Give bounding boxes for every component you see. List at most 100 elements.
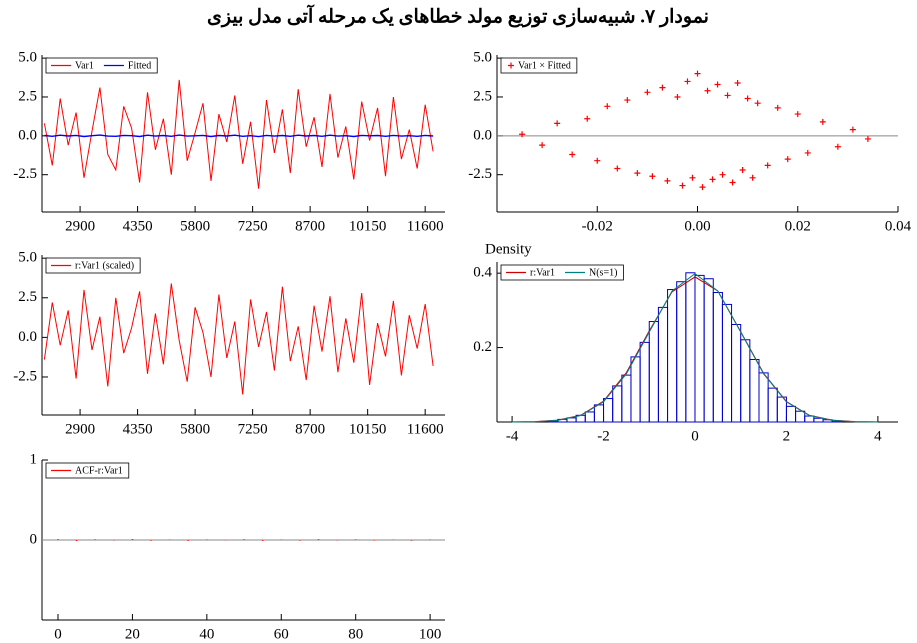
scatter-point (594, 157, 601, 164)
legend-label: Var1 (75, 60, 94, 71)
scatter-point (644, 89, 651, 96)
scatter-point (714, 81, 721, 88)
scatter-point (774, 104, 781, 111)
series-line (43, 79, 434, 189)
scatter-point (729, 179, 736, 186)
scatter-point (569, 151, 576, 158)
scatter-point (784, 156, 791, 163)
histogram-bar (667, 289, 678, 423)
histogram-bar (612, 385, 623, 423)
y-tick-label: 0.0 (473, 127, 492, 143)
x-tick-label: 60 (274, 626, 289, 642)
histogram-bar (795, 410, 806, 423)
x-tick-label: -0.02 (582, 218, 613, 234)
y-tick-label: 0 (30, 531, 38, 547)
x-tick-label: 5800 (180, 421, 210, 437)
legend: r:Var1 N(s=1) (500, 264, 624, 281)
page-title: نمودار ۷. شبیه‌سازی توزیع مولد خطاهای یک… (207, 3, 709, 27)
histogram-bar (685, 272, 696, 423)
x-tick-label: 5800 (180, 218, 210, 234)
histogram-bar (712, 292, 723, 423)
scatter-point (679, 182, 686, 189)
scatter-point (539, 142, 546, 149)
legend-label: Fitted (128, 60, 151, 71)
scatter-point (519, 131, 526, 138)
legend-label: r:Var1 (scaled) (75, 260, 134, 271)
scatter-point (699, 184, 706, 191)
y-axis-label: Density (485, 241, 532, 257)
y-tick-label: 5.0 (18, 250, 37, 266)
legend-box (45, 257, 141, 274)
x-tick-label: 0.02 (785, 218, 811, 234)
scatter-point (659, 84, 666, 91)
y-tick-label: -2.5 (13, 368, 37, 384)
legend: Var1 Fitted (45, 57, 158, 74)
y-tick-label: 0.0 (18, 329, 37, 345)
histogram-bar (657, 306, 669, 423)
legend: r:Var1 (scaled) (45, 257, 141, 274)
histogram-bar (621, 374, 632, 423)
y-tick-label: 1 (30, 451, 38, 467)
legend-box (45, 462, 130, 479)
histogram-bar (785, 405, 797, 423)
legend-marker (508, 62, 514, 69)
series-line (512, 272, 878, 423)
scatter-point (604, 103, 611, 110)
x-tick-label: 11600 (407, 421, 444, 437)
scatter-point (614, 165, 621, 172)
y-tick-label: 5.0 (18, 50, 37, 66)
scatter-point (864, 135, 871, 142)
series-line (43, 283, 434, 395)
scatter-point (649, 173, 656, 180)
histogram-bar (630, 356, 641, 423)
scatter-point (754, 100, 761, 107)
x-tick-label: 7250 (238, 218, 268, 234)
scatter-point (584, 115, 591, 122)
x-tick-label: 40 (199, 626, 214, 642)
scatter-point (749, 174, 756, 181)
scatter-point (694, 70, 701, 77)
legend-label: Var1 × Fitted (518, 60, 571, 71)
x-tick-label: 11600 (407, 218, 444, 234)
scatter-point (764, 162, 771, 169)
scatter-point (664, 177, 671, 184)
x-tick-label: 10150 (349, 218, 387, 234)
histogram-bar (694, 274, 705, 423)
histogram-bar (804, 415, 815, 423)
scatter-point (804, 149, 811, 156)
histogram-bar (813, 417, 824, 423)
legend-label: r:Var1 (530, 267, 555, 278)
x-tick-label: -2 (597, 428, 610, 444)
legend: ACF-r:Var1 (45, 462, 130, 479)
x-tick-label: 20 (125, 626, 140, 642)
x-tick-label: 4350 (123, 218, 153, 234)
histogram-bar (721, 303, 733, 423)
legend-label: ACF-r:Var1 (75, 465, 123, 476)
y-tick-label: 2.5 (473, 88, 492, 104)
histogram-bar (639, 341, 650, 423)
scatter-point (709, 176, 716, 183)
x-tick-label: 100 (419, 626, 442, 642)
scatter-point (719, 171, 726, 178)
y-tick-label: 0.2 (473, 339, 492, 355)
scatter-point (849, 126, 856, 133)
x-tick-label: 4350 (123, 421, 153, 437)
scatter-point (624, 97, 631, 104)
histogram-bar (593, 404, 605, 423)
x-tick-label: 4 (874, 428, 882, 444)
scatter-point (744, 95, 751, 102)
legend-label: N(s=1) (589, 267, 617, 278)
scatter-point (834, 143, 841, 150)
y-tick-label: 0.4 (473, 265, 492, 281)
legend-box (500, 57, 578, 74)
histogram-bar (740, 339, 751, 423)
x-tick-label: 2900 (65, 421, 95, 437)
x-tick-label: 0.00 (684, 218, 710, 234)
x-tick-label: 7250 (238, 421, 268, 437)
scatter-point (674, 93, 681, 100)
x-tick-label: 0 (54, 626, 62, 642)
y-tick-label: -2.5 (13, 166, 37, 182)
scatter-point (724, 92, 731, 99)
x-tick-label: 10150 (349, 421, 387, 437)
histogram-bar (703, 278, 714, 423)
